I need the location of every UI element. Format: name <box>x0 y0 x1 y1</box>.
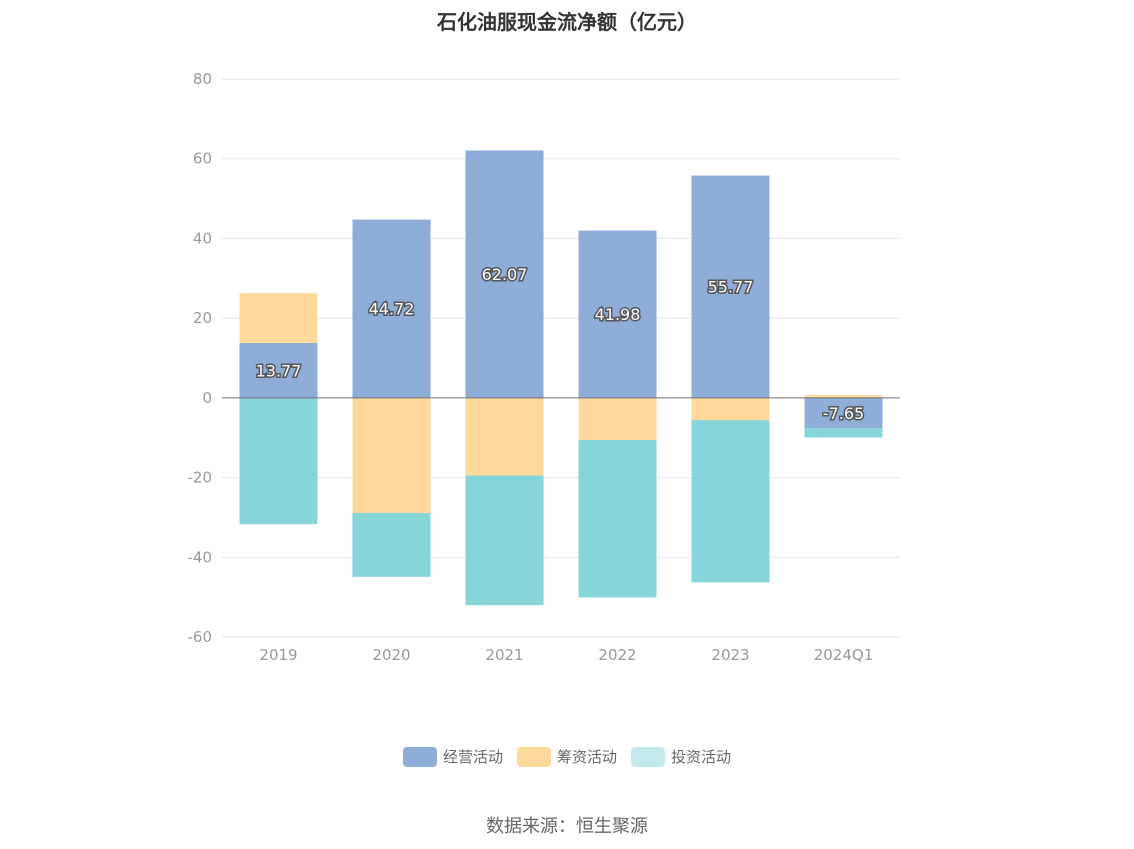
legend-item[interactable]: 经营活动 <box>402 746 503 767</box>
x-tick-label: 2020 <box>372 646 410 664</box>
legend-swatch <box>402 746 437 767</box>
y-tick-label: 40 <box>193 229 212 247</box>
bar-investing-2023[interactable] <box>691 420 770 583</box>
bar-investing-2021[interactable] <box>465 475 544 606</box>
bar-financing-2023[interactable] <box>691 397 770 421</box>
zero-axis <box>222 397 900 638</box>
bar-investing-2019[interactable] <box>239 397 318 525</box>
bar-operating-2019[interactable] <box>239 342 318 398</box>
legend-item[interactable]: 筹资活动 <box>516 746 617 767</box>
bars <box>239 150 883 606</box>
y-tick-label: 20 <box>193 309 212 327</box>
legend: 经营活动 筹资活动 投资活动 <box>0 746 1134 767</box>
bar-operating-2022[interactable] <box>578 230 657 398</box>
data-label: 41.98 <box>595 305 641 324</box>
y-tick-label: 80 <box>193 70 212 88</box>
y-tick-label: -40 <box>188 548 213 566</box>
data-label: 55.77 <box>708 278 754 297</box>
legend-swatch <box>516 746 551 767</box>
y-tick-label: -60 <box>188 628 213 646</box>
y-tick-label: -20 <box>188 469 213 487</box>
bar-financing-2024Q1[interactable] <box>804 395 883 398</box>
legend-item[interactable]: 投资活动 <box>631 746 731 767</box>
data-label: -7.65 <box>823 404 864 423</box>
legend-label: 经营活动 <box>442 748 503 766</box>
bar-financing-2021[interactable] <box>465 397 544 476</box>
data-label: 44.72 <box>369 300 415 319</box>
legend-label: 投资活动 <box>671 748 732 766</box>
bar-investing-2020[interactable] <box>352 513 431 577</box>
x-tick-label: 2023 <box>711 646 749 664</box>
y-tick-label: 60 <box>193 150 212 168</box>
grid-lines <box>222 78 900 638</box>
data-labels: 13.77 44.72 62.07 41.98 55.77 -7.65 <box>254 264 866 425</box>
bar-financing-2022[interactable] <box>578 397 657 441</box>
legend-label: 筹资活动 <box>556 748 617 766</box>
bar-financing-2020[interactable] <box>352 397 431 514</box>
y-tick-label: 0 <box>202 389 212 407</box>
legend-swatch <box>631 746 665 767</box>
bar-financing-2019[interactable] <box>239 293 318 343</box>
x-tick-label: 2021 <box>485 646 523 664</box>
source-note: 数据来源：恒生聚源 <box>486 816 648 837</box>
x-tick-label: 2024Q1 <box>814 646 874 664</box>
y-axis-ticks: 80 60 40 20 0 -20 -40 -60 <box>188 70 213 646</box>
x-axis-ticks: 2019 2020 2021 2022 2023 2024Q1 <box>259 646 873 664</box>
data-label: 13.77 <box>256 361 302 380</box>
bar-operating-2024Q1[interactable] <box>804 397 883 429</box>
data-label: 62.07 <box>482 265 528 284</box>
x-tick-label: 2019 <box>259 646 297 664</box>
bar-operating-2020[interactable] <box>352 219 431 398</box>
chart-title: 石化油服现金流净额（亿元） <box>437 10 697 34</box>
bar-operating-2021[interactable] <box>465 150 544 398</box>
bar-investing-2022[interactable] <box>578 440 657 598</box>
x-tick-label: 2022 <box>598 646 636 664</box>
bar-investing-2024Q1[interactable] <box>804 428 883 438</box>
bar-operating-2023[interactable] <box>691 175 770 398</box>
